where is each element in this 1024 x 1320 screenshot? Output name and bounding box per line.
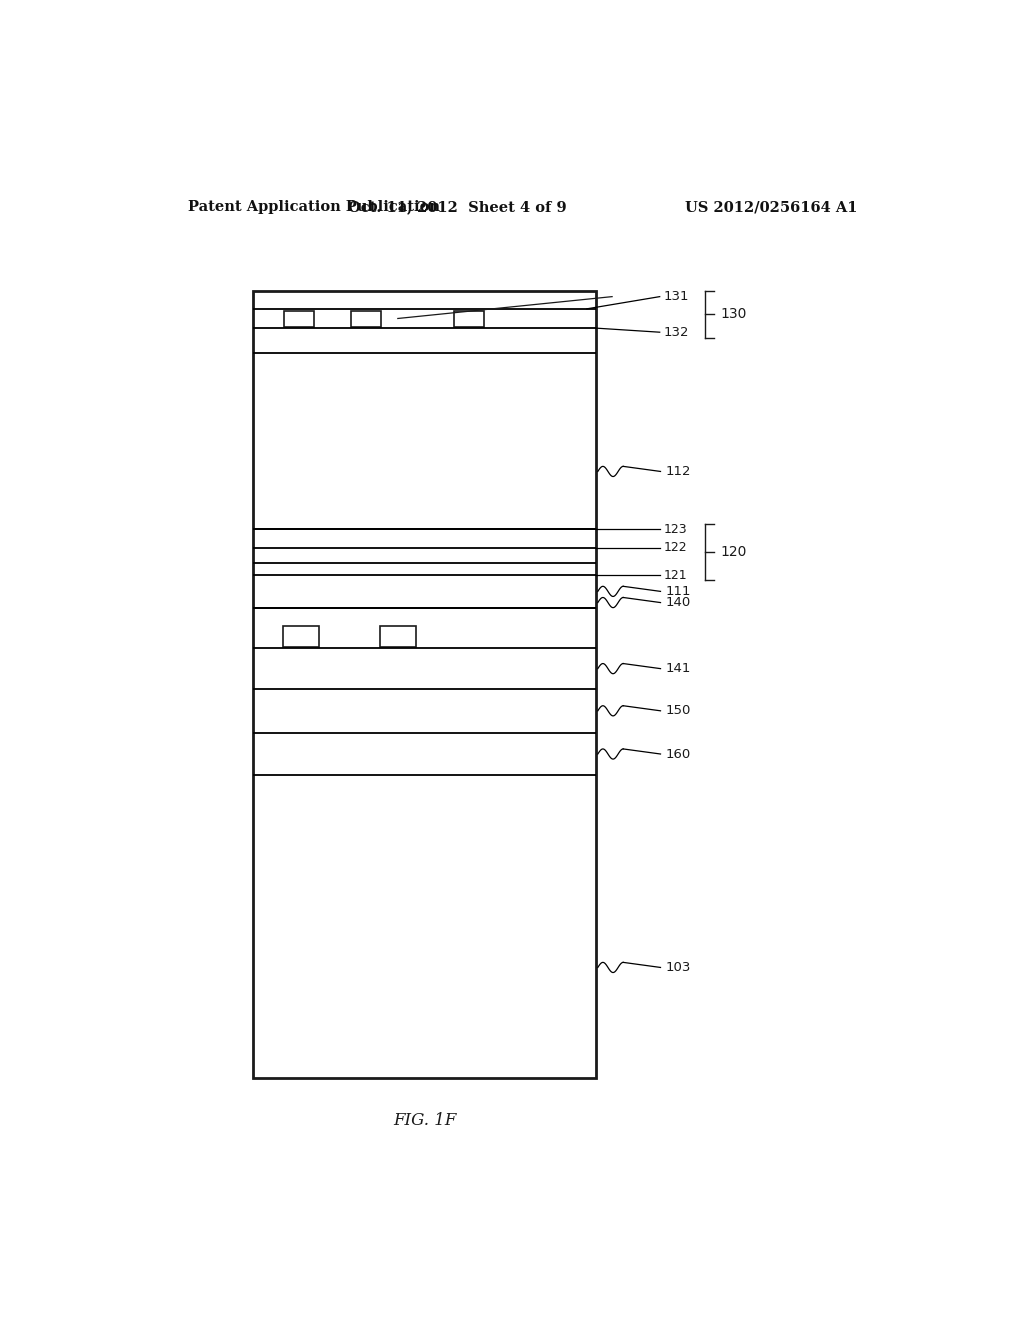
Text: 141: 141 [666,663,690,675]
Text: 120: 120 [721,545,748,560]
Text: Patent Application Publication: Patent Application Publication [187,201,439,214]
Bar [455,312,484,327]
Text: 123: 123 [664,523,687,536]
Bar [284,626,318,647]
Text: 131: 131 [664,290,689,304]
Text: 111: 111 [666,585,691,598]
Bar [351,312,381,327]
Text: 150: 150 [666,705,690,717]
Bar [380,626,416,647]
Text: 112: 112 [666,465,691,478]
Text: 121: 121 [664,569,687,582]
Text: 103: 103 [666,961,690,974]
Bar [253,290,596,1078]
Text: 160: 160 [666,747,690,760]
Text: FIG. 1F: FIG. 1F [393,1113,457,1130]
Text: 132: 132 [664,326,689,339]
Text: 130: 130 [721,308,748,321]
Text: US 2012/0256164 A1: US 2012/0256164 A1 [685,201,857,214]
Bar [284,312,313,327]
Text: 122: 122 [664,541,687,554]
Text: Oct. 11, 2012  Sheet 4 of 9: Oct. 11, 2012 Sheet 4 of 9 [348,201,566,214]
Text: 140: 140 [666,597,690,609]
